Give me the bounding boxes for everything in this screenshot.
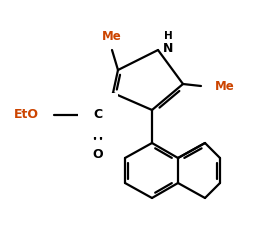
Text: Me: Me	[214, 79, 234, 92]
Text: C: C	[93, 109, 102, 121]
Text: EtO: EtO	[14, 109, 39, 121]
Text: N: N	[162, 42, 173, 54]
Text: Me: Me	[102, 30, 121, 44]
Text: H: H	[163, 31, 172, 41]
Text: O: O	[92, 148, 103, 161]
